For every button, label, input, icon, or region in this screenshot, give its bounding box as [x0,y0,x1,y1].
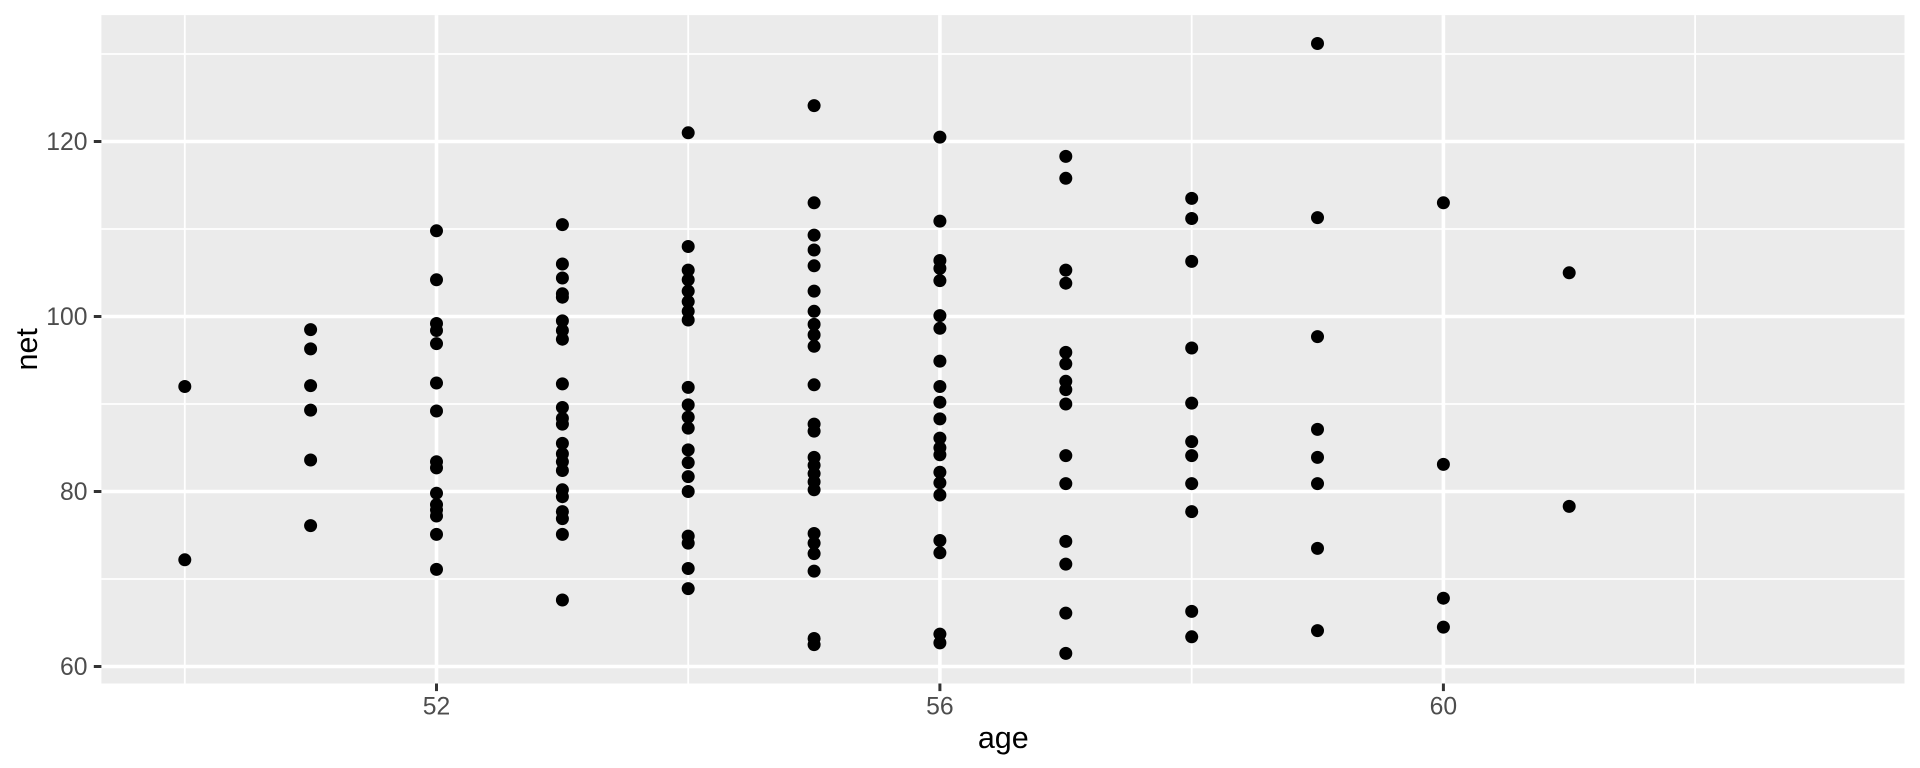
svg-text:age: age [978,721,1029,755]
svg-text:net: net [10,328,44,371]
svg-text:60: 60 [1430,693,1457,720]
svg-text:56: 56 [926,693,953,720]
svg-text:60: 60 [60,654,87,681]
svg-text:100: 100 [46,304,87,331]
svg-text:120: 120 [46,129,87,156]
svg-text:52: 52 [423,693,450,720]
svg-text:80: 80 [60,479,87,506]
